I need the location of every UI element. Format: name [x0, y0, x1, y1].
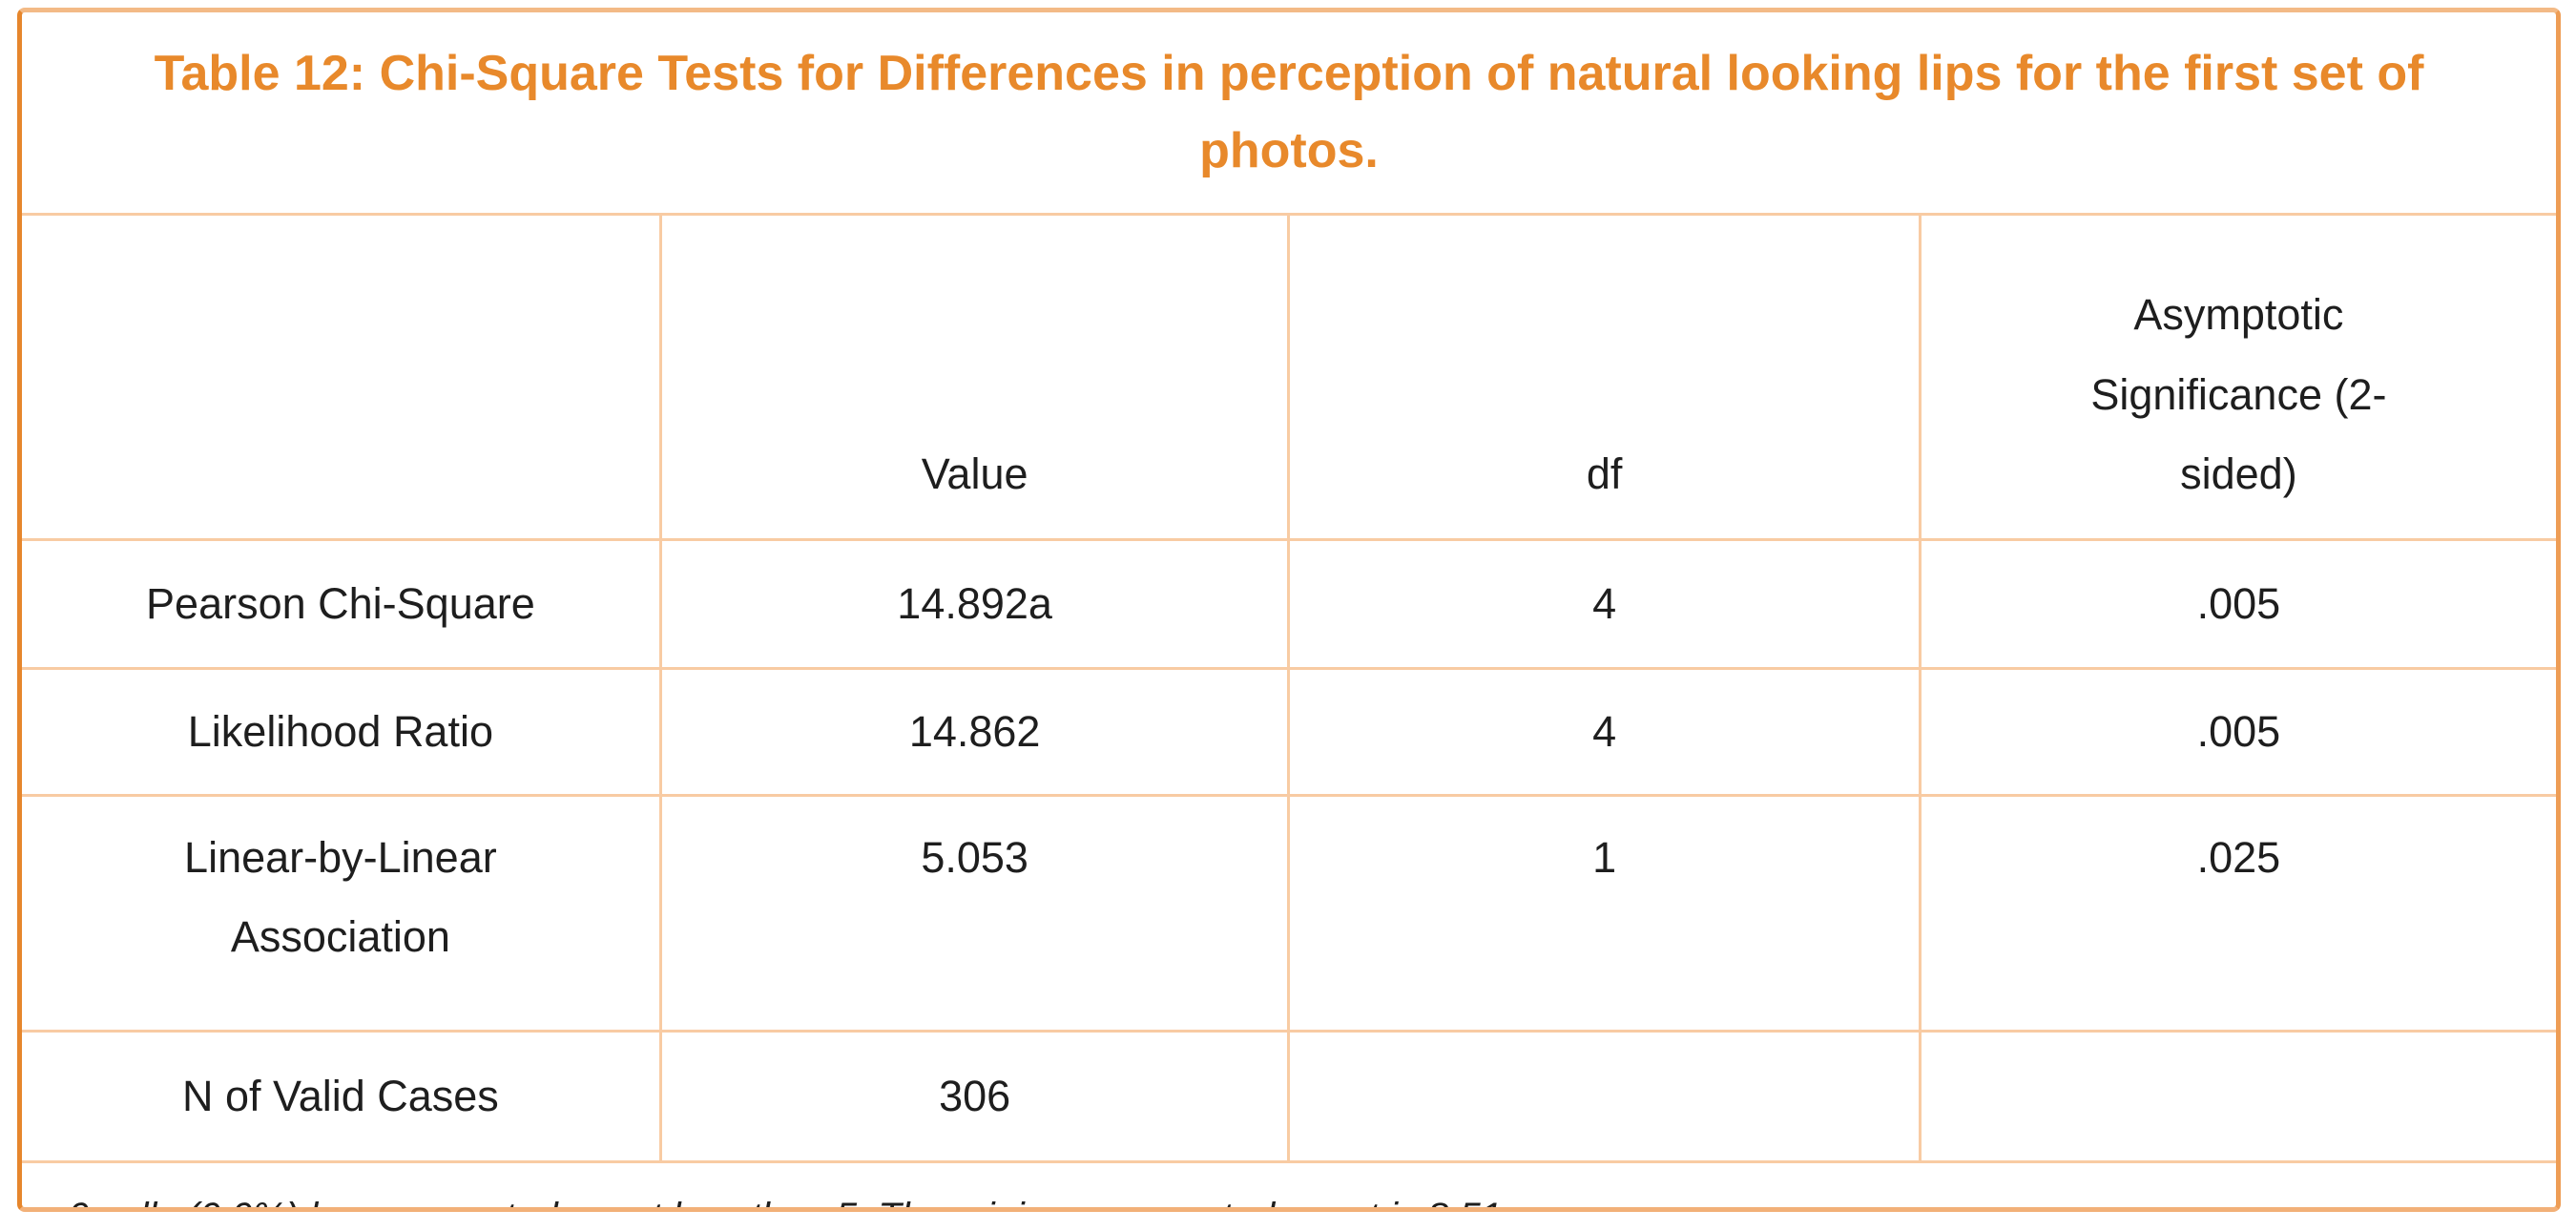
cell-likelihood-sig: .005: [1918, 667, 2556, 797]
header-cell-df: df: [1287, 213, 1922, 541]
cell-pearson-sig: .005: [1918, 538, 2556, 670]
cell-likelihood-value: 14.862: [658, 667, 1291, 797]
title-cell: Table 12: Chi-Square Tests for Differenc…: [22, 12, 2556, 216]
cell-n-valid-df: [1287, 1030, 1922, 1163]
header-cell-empty: [22, 213, 662, 541]
cell-pearson-df: 4: [1287, 538, 1922, 670]
table-row: Linear-by-Linear Association 5.053 1 .02…: [22, 794, 2556, 1033]
cell-linear-df: 1: [1287, 794, 1922, 1033]
title-row: Table 12: Chi-Square Tests for Differenc…: [22, 12, 2556, 216]
chi-square-table: Table 12: Chi-Square Tests for Differenc…: [22, 12, 2556, 1207]
row-label-pearson: Pearson Chi-Square: [22, 538, 662, 670]
footnote-row: 0 cells (0.0%) have expected count less …: [22, 1160, 2556, 1207]
table-row: Likelihood Ratio 14.862 4 .005: [22, 667, 2556, 797]
row-label-n-valid: N of Valid Cases: [22, 1030, 662, 1163]
significance-header-label: Asymptotic Significance (2-sided): [2090, 290, 2387, 498]
header-cell-significance: Asymptotic Significance (2-sided): [1918, 213, 2556, 541]
row-label-linear: Linear-by-Linear Association: [22, 794, 662, 1033]
cell-n-valid-sig: [1918, 1030, 2556, 1163]
header-row: Value df Asymptotic Significance (2-side…: [22, 213, 2556, 541]
table-footnote: 0 cells (0.0%) have expected count less …: [22, 1160, 2556, 1207]
header-cell-value: Value: [658, 213, 1291, 541]
cell-n-valid-value: 306: [658, 1030, 1291, 1163]
cell-pearson-value: 14.892a: [658, 538, 1291, 670]
table-caption: Table 12: Chi-Square Tests for Differenc…: [154, 46, 2424, 178]
row-label-likelihood: Likelihood Ratio: [22, 667, 662, 797]
cell-likelihood-df: 4: [1287, 667, 1922, 797]
table-row: Pearson Chi-Square 14.892a 4 .005: [22, 538, 2556, 670]
cell-linear-sig: .025: [1918, 794, 2556, 1033]
table-frame: Table 12: Chi-Square Tests for Differenc…: [17, 8, 2561, 1212]
table-row: N of Valid Cases 306: [22, 1030, 2556, 1163]
cell-linear-value: 5.053: [658, 794, 1291, 1033]
